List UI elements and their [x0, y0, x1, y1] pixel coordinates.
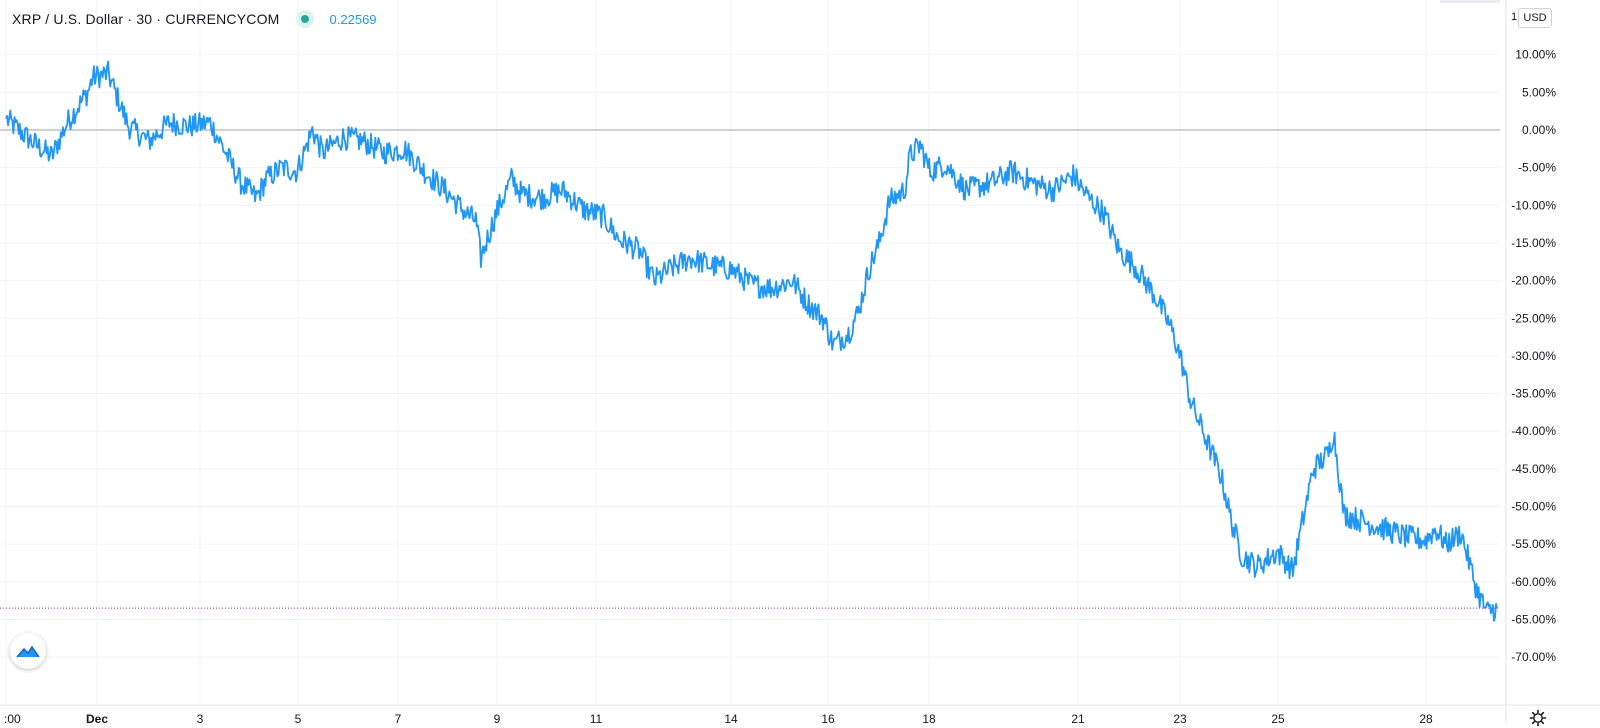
market-status-icon: [295, 10, 314, 28]
y-tick-label: -40.00%: [1511, 424, 1556, 438]
y-tick-label: 0.00%: [1522, 123, 1556, 137]
x-tick-label: :00: [4, 712, 21, 723]
settings-gear-icon[interactable]: [1528, 708, 1548, 728]
x-tick-label: Dec: [86, 712, 108, 723]
x-tick-label: 25: [1271, 712, 1285, 723]
x-tick-label: 5: [295, 712, 302, 723]
x-tick-label: 21: [1071, 712, 1085, 723]
x-tick-label: 28: [1419, 712, 1433, 723]
x-tick-label: 7: [395, 712, 402, 723]
y-tick-label: -55.00%: [1511, 537, 1556, 551]
time-axis[interactable]: :00 Dec 3 5 7 9 11 14 16 18 21 23 25 28: [4, 712, 1433, 723]
y-tick-label: -5.00%: [1518, 161, 1556, 175]
price-series-line: [5, 60, 1498, 622]
y-tick-label: 5.00%: [1522, 85, 1556, 99]
y-tick-label: -70.00%: [1511, 650, 1556, 664]
symbol-title[interactable]: XRP / U.S. Dollar · 30 · CURRENCYCOM: [12, 11, 280, 27]
y-tick-label: -25.00%: [1511, 311, 1556, 325]
x-tick-label: 23: [1173, 712, 1187, 723]
top-scroll-strip: [1440, 0, 1500, 3]
y-tick-label: -10.00%: [1511, 198, 1556, 212]
x-tick-label: 11: [590, 712, 603, 723]
y-tick-label: -60.00%: [1511, 575, 1556, 589]
x-tick-label: 16: [821, 712, 835, 723]
last-price-value: 0.22569: [329, 11, 377, 27]
y-tick-label: -45.00%: [1511, 462, 1556, 476]
grid: [0, 0, 1500, 705]
x-tick-label: 9: [494, 712, 501, 723]
tradingview-logo-icon[interactable]: [10, 633, 46, 669]
price-axis[interactable]: 10.00% 5.00% 0.00% -5.00% -10.00% -15.00% -20.…: [1511, 48, 1556, 664]
x-tick-label: 14: [724, 712, 738, 723]
y-tick-label: -15.00%: [1511, 236, 1556, 250]
currency-unit-button[interactable]: USD: [1518, 8, 1552, 28]
legend-header: XRP / U.S. Dollar · 30 · CURRENCYCOM 0.2…: [12, 9, 377, 29]
y-tick-label: -35.00%: [1511, 387, 1556, 401]
x-tick-label: 3: [197, 712, 204, 723]
y-tick-label: -20.00%: [1511, 274, 1556, 288]
x-tick-label: 18: [922, 712, 936, 723]
axis-top-number: 1: [1511, 11, 1518, 23]
y-tick-label: -65.00%: [1511, 612, 1556, 626]
y-tick-label: -30.00%: [1511, 349, 1556, 363]
y-tick-label: 10.00%: [1515, 48, 1556, 62]
y-tick-label: -50.00%: [1511, 500, 1556, 514]
